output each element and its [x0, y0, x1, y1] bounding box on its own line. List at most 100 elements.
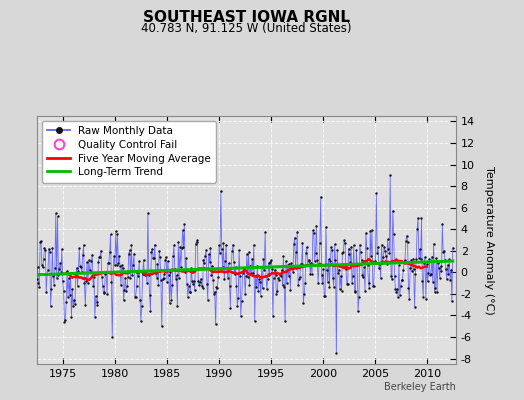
Point: [292, 249, 301, 256]
Point: [47, 286, 56, 292]
Point: [244, 249, 253, 256]
Point: [219, 264, 227, 270]
Point: [222, 242, 230, 248]
Point: [297, 260, 305, 267]
Point: [310, 258, 319, 264]
Point: [269, 313, 277, 319]
Point: [42, 289, 50, 296]
Point: [403, 239, 412, 246]
Point: [84, 257, 93, 263]
Point: [380, 243, 388, 250]
Point: [313, 256, 321, 263]
Point: [136, 296, 144, 303]
Point: [311, 250, 320, 256]
Point: [41, 246, 50, 253]
Point: [109, 269, 117, 275]
Point: [166, 300, 174, 306]
Point: [181, 269, 189, 275]
Point: [351, 288, 359, 295]
Point: [340, 237, 348, 243]
Point: [443, 262, 452, 268]
Point: [165, 271, 173, 278]
Point: [56, 260, 64, 267]
Point: [38, 262, 46, 268]
Point: [119, 297, 128, 304]
Point: [156, 254, 164, 260]
Point: [146, 292, 154, 298]
Point: [438, 221, 446, 227]
Point: [191, 240, 200, 247]
Point: [358, 272, 367, 278]
Point: [144, 210, 152, 216]
Point: [235, 247, 243, 254]
Point: [343, 281, 352, 287]
Point: [253, 263, 261, 269]
Point: [303, 244, 311, 250]
Point: [449, 244, 457, 251]
Point: [166, 268, 174, 275]
Point: [133, 283, 141, 289]
Point: [354, 308, 362, 314]
Point: [239, 267, 248, 274]
Point: [220, 276, 228, 282]
Point: [432, 255, 441, 262]
Point: [231, 271, 239, 278]
Point: [199, 285, 207, 291]
Point: [127, 242, 136, 248]
Point: [433, 289, 441, 295]
Point: [80, 280, 89, 287]
Point: [339, 250, 347, 256]
Point: [184, 283, 193, 289]
Point: [36, 239, 45, 245]
Point: [47, 302, 55, 309]
Point: [82, 278, 90, 284]
Point: [129, 262, 137, 268]
Point: [77, 264, 85, 271]
Point: [185, 288, 194, 295]
Text: SOUTHEAST IOWA RGNL: SOUTHEAST IOWA RGNL: [143, 10, 350, 25]
Point: [61, 317, 70, 324]
Point: [217, 246, 226, 252]
Point: [196, 278, 204, 285]
Point: [430, 288, 439, 295]
Point: [204, 297, 212, 303]
Point: [100, 290, 108, 296]
Point: [186, 288, 194, 295]
Point: [261, 229, 269, 236]
Point: [201, 252, 210, 259]
Point: [110, 253, 118, 259]
Point: [105, 260, 113, 266]
Point: [282, 258, 290, 264]
Point: [249, 242, 258, 248]
Point: [264, 276, 272, 282]
Point: [291, 264, 300, 271]
Point: [395, 262, 403, 268]
Point: [48, 244, 57, 251]
Point: [341, 240, 349, 246]
Point: [301, 280, 309, 286]
Point: [248, 255, 256, 262]
Point: [379, 254, 387, 260]
Point: [79, 252, 87, 258]
Point: [51, 265, 59, 272]
Point: [190, 278, 198, 284]
Point: [223, 265, 231, 272]
Point: [225, 283, 234, 289]
Point: [399, 267, 408, 273]
Point: [232, 282, 241, 289]
Point: [178, 244, 186, 251]
Point: [270, 266, 279, 273]
Point: [171, 266, 179, 273]
Point: [67, 270, 75, 276]
Point: [178, 227, 187, 233]
Point: [172, 272, 181, 278]
Point: [102, 269, 111, 276]
Point: [260, 266, 268, 273]
Point: [346, 258, 354, 265]
Point: [355, 294, 363, 300]
Point: [442, 276, 451, 282]
Point: [410, 304, 419, 310]
Point: [113, 231, 122, 237]
Point: [315, 262, 323, 269]
Point: [262, 273, 270, 279]
